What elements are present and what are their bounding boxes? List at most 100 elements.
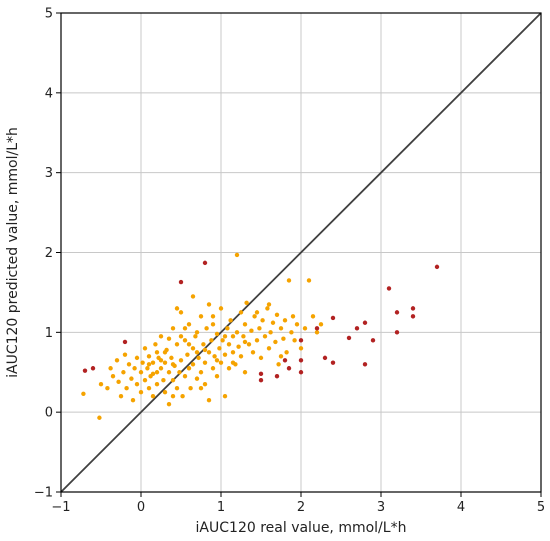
data-point-orange — [218, 306, 224, 311]
data-point-red — [330, 360, 336, 365]
data-point-orange — [162, 350, 168, 355]
data-point-orange — [105, 386, 110, 391]
data-point-orange — [174, 342, 180, 347]
data-point-red — [362, 320, 368, 325]
y-tick-label: 1 — [45, 326, 53, 341]
data-point-orange — [202, 382, 208, 387]
data-point-orange — [132, 366, 137, 371]
data-point-red — [282, 358, 288, 363]
data-point-orange — [190, 362, 196, 367]
data-point-orange — [238, 310, 244, 315]
data-point-orange — [182, 374, 188, 379]
reference-line-group — [60, 12, 542, 493]
data-point-orange — [114, 358, 120, 363]
data-point-orange — [202, 347, 208, 353]
data-point-orange — [204, 326, 209, 331]
data-point-orange — [166, 370, 172, 375]
data-point-orange — [225, 326, 230, 331]
data-points — [81, 252, 440, 420]
data-point-orange — [142, 378, 148, 383]
data-point-orange — [140, 360, 145, 365]
data-point-orange — [182, 338, 188, 343]
data-point-orange — [166, 336, 172, 341]
data-point-orange — [273, 339, 278, 345]
data-point-orange — [126, 362, 132, 367]
data-point-orange — [226, 342, 232, 347]
axis-ticks: −1 0 1 2 3 4 5 −1 0 1 2 3 4 5 — [34, 7, 545, 516]
data-point-orange — [177, 370, 182, 375]
data-point-red — [346, 335, 352, 341]
data-point-orange — [290, 314, 296, 319]
data-point-orange — [150, 360, 156, 365]
data-point-orange — [257, 326, 262, 331]
reference-line — [60, 12, 542, 493]
data-point-orange — [146, 354, 152, 359]
data-point-orange — [174, 306, 180, 311]
x-tick-label: 4 — [457, 500, 465, 515]
data-point-red — [90, 366, 96, 371]
data-point-orange — [226, 366, 232, 371]
data-point-orange — [284, 350, 289, 355]
data-point-orange — [294, 322, 300, 327]
data-point-orange — [196, 355, 201, 361]
data-point-orange — [244, 300, 249, 305]
data-point-orange — [234, 330, 240, 335]
data-point-orange — [178, 358, 184, 363]
data-point-orange — [241, 334, 246, 339]
data-point-orange — [186, 322, 192, 327]
data-point-red — [410, 306, 416, 311]
data-point-orange — [318, 322, 324, 327]
data-point-orange — [222, 352, 228, 357]
x-tick-label: 0 — [137, 500, 145, 515]
data-point-orange — [230, 334, 236, 339]
data-point-orange — [198, 370, 204, 375]
data-point-orange — [182, 326, 188, 331]
data-point-orange — [146, 362, 152, 367]
data-point-orange — [206, 350, 212, 355]
data-point-red — [298, 358, 304, 363]
data-point-orange — [214, 358, 220, 363]
data-point-orange — [260, 318, 265, 323]
data-point-orange — [242, 370, 248, 375]
data-point-orange — [142, 346, 148, 351]
data-point-orange — [98, 382, 104, 387]
x-tick-label: 5 — [537, 500, 545, 515]
data-point-orange — [278, 326, 284, 331]
data-point-orange — [281, 336, 286, 341]
data-point-orange — [230, 350, 236, 355]
data-point-orange — [210, 322, 216, 327]
data-point-orange — [134, 355, 140, 361]
x-tick-label: −1 — [51, 500, 70, 515]
y-axis-label: iAUC120 predicted value, mmol/L*h — [5, 127, 21, 378]
x-tick-label: 2 — [297, 500, 305, 515]
data-point-orange — [108, 366, 113, 371]
data-point-orange — [146, 386, 152, 391]
y-tick-label: 4 — [45, 86, 53, 101]
data-point-orange — [178, 334, 184, 339]
data-point-orange — [222, 334, 228, 339]
data-point-orange — [314, 330, 320, 335]
data-point-orange — [254, 338, 260, 343]
data-point-orange — [110, 374, 116, 379]
data-point-orange — [222, 394, 228, 399]
data-point-red — [298, 338, 304, 343]
data-point-orange — [230, 360, 236, 365]
data-point-orange — [158, 358, 164, 363]
data-point-orange — [262, 334, 268, 339]
data-point-orange — [153, 342, 158, 347]
data-point-orange — [265, 306, 270, 311]
data-point-orange — [194, 350, 200, 355]
data-point-orange — [274, 312, 280, 317]
data-point-orange — [270, 320, 276, 325]
y-tick-label: 5 — [45, 7, 53, 22]
data-point-orange — [218, 360, 224, 365]
data-point-orange — [185, 352, 190, 357]
data-point-red — [314, 326, 320, 331]
data-point-orange — [154, 382, 160, 387]
data-point-orange — [170, 394, 176, 399]
x-tick-label: 1 — [217, 500, 225, 515]
data-point-orange — [162, 360, 168, 365]
y-tick-label: 0 — [45, 406, 53, 421]
data-point-orange — [190, 294, 196, 299]
